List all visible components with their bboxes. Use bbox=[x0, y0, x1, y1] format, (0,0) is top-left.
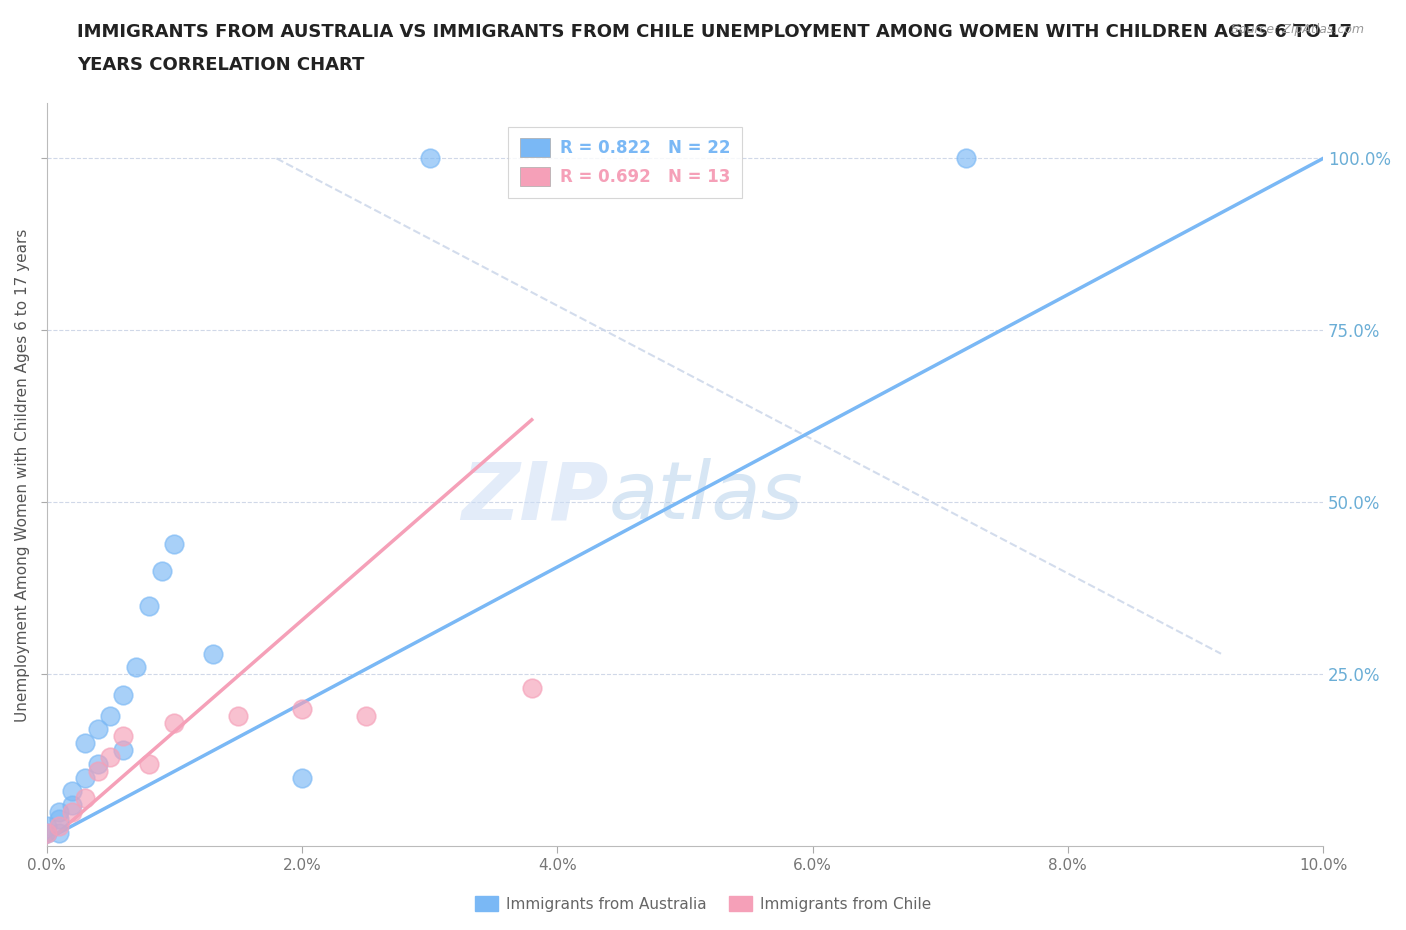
Point bbox=[138, 756, 160, 771]
Point bbox=[163, 537, 186, 551]
Point bbox=[291, 701, 314, 716]
Point bbox=[125, 660, 148, 675]
Legend: Immigrants from Australia, Immigrants from Chile: Immigrants from Australia, Immigrants fr… bbox=[470, 889, 936, 918]
Point bbox=[100, 750, 122, 764]
Text: IMMIGRANTS FROM AUSTRALIA VS IMMIGRANTS FROM CHILE UNEMPLOYMENT AMONG WOMEN WITH: IMMIGRANTS FROM AUSTRALIA VS IMMIGRANTS … bbox=[77, 23, 1353, 41]
Legend: R = 0.822   N = 22, R = 0.692   N = 13: R = 0.822 N = 22, R = 0.692 N = 13 bbox=[508, 126, 742, 197]
Text: Source: ZipAtlas.com: Source: ZipAtlas.com bbox=[1230, 23, 1364, 36]
Point bbox=[60, 804, 83, 819]
Point bbox=[48, 811, 70, 826]
Point bbox=[48, 818, 70, 833]
Point bbox=[955, 151, 977, 166]
Y-axis label: Unemployment Among Women with Children Ages 6 to 17 years: Unemployment Among Women with Children A… bbox=[15, 228, 30, 722]
Point bbox=[73, 770, 96, 785]
Point bbox=[138, 598, 160, 613]
Point bbox=[87, 756, 110, 771]
Point bbox=[163, 715, 186, 730]
Point bbox=[48, 825, 70, 840]
Text: atlas: atlas bbox=[609, 458, 803, 536]
Point bbox=[60, 784, 83, 799]
Point bbox=[60, 798, 83, 813]
Point bbox=[87, 722, 110, 737]
Point bbox=[419, 151, 441, 166]
Point bbox=[150, 564, 173, 578]
Point bbox=[35, 818, 58, 833]
Point bbox=[112, 742, 135, 757]
Point bbox=[73, 736, 96, 751]
Point bbox=[226, 708, 249, 723]
Point bbox=[112, 729, 135, 744]
Point bbox=[100, 708, 122, 723]
Point bbox=[87, 764, 110, 778]
Point bbox=[291, 770, 314, 785]
Point bbox=[35, 825, 58, 840]
Text: YEARS CORRELATION CHART: YEARS CORRELATION CHART bbox=[77, 56, 364, 73]
Point bbox=[520, 681, 543, 696]
Point bbox=[354, 708, 377, 723]
Text: ZIP: ZIP bbox=[461, 458, 609, 536]
Point bbox=[73, 790, 96, 805]
Point bbox=[112, 687, 135, 702]
Point bbox=[35, 825, 58, 840]
Point bbox=[48, 804, 70, 819]
Point bbox=[201, 646, 224, 661]
